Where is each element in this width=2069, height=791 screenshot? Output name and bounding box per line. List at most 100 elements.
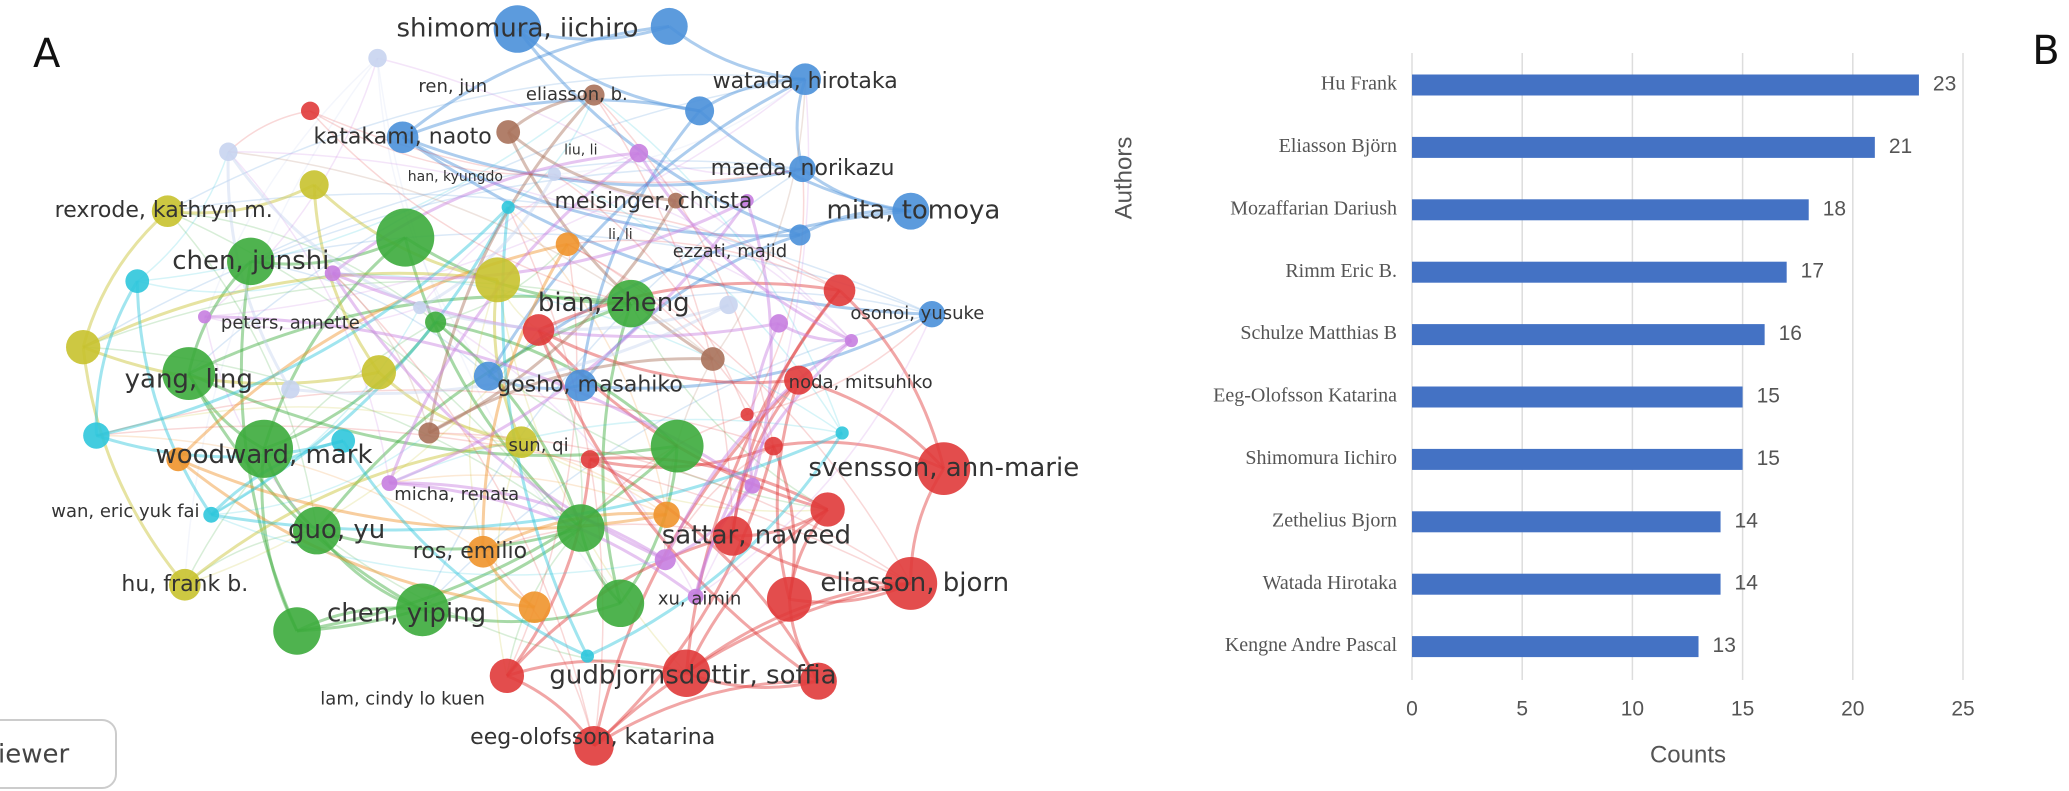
network-edge [227,110,311,153]
network-node [650,419,704,473]
value-label: 18 [1823,197,1846,220]
network-node [844,333,859,348]
network-node [607,279,655,328]
value-label: 15 [1757,447,1780,470]
node-label: gudbjornsdottir, soffia [549,660,836,690]
value-label: 15 [1757,385,1780,408]
network-node [219,142,238,162]
network-edge [389,418,843,484]
x-axis-title: Counts [1650,741,1726,768]
network-nodes [66,5,971,766]
network-edge [427,94,596,434]
network-node [555,232,580,257]
network-edge [664,445,774,561]
network-node [766,576,812,622]
network-node [917,442,971,495]
network-edge [188,372,678,457]
network-edge [188,294,632,375]
button-label[interactable]: iewer [0,740,69,770]
y-tick-label: Eliasson Björn [1279,135,1397,157]
network-edge [567,243,775,447]
network-edge [712,79,806,360]
network-edge [593,94,734,536]
network-node [425,311,447,333]
bar [1412,199,1809,221]
network-edge [377,57,852,342]
network-labels: shimomura, iichiro watada, hirotaka ren, j… [51,14,1079,750]
network-edge [593,679,819,748]
y-tick-label: Eeg-Olofsson Katarina [1213,385,1397,407]
network-node [361,355,396,390]
network-edge [553,173,748,415]
node-label: eeg-olofsson, katarina [470,725,715,750]
network-node [293,506,341,555]
node-label: shimomura, iichiro [396,14,638,44]
network-edge [332,199,748,281]
network-node [580,649,595,663]
network-node [324,265,341,282]
network-edge [250,260,489,377]
network-edge [507,206,668,515]
network-node [719,295,738,315]
x-tick-label: 20 [1841,698,1864,721]
y-tick-label: Kengne Andre Pascal [1225,634,1398,656]
node-label: rexrode, kathryn m. [55,198,273,223]
network-node [381,475,398,492]
network-node [83,422,110,449]
network-edge [402,98,700,139]
bar [1412,511,1721,533]
network-node [687,588,704,605]
network-node [654,549,676,571]
network-edge [507,94,595,208]
network-edge [579,233,801,387]
network-node [667,192,684,209]
network-node [489,658,525,694]
node-label: mita, tomoya [827,196,1001,226]
panel-label: A [33,31,61,77]
network-edge [435,320,679,448]
network-edge [315,302,632,532]
network-edge [167,210,437,323]
network-edge [331,272,666,562]
network-node [331,429,356,453]
network-edge [593,94,775,447]
network-node [162,347,216,400]
network-edge [228,151,714,360]
network-node [281,380,300,399]
network-node [234,419,294,478]
y-axis-title: Authors [1110,137,1137,220]
network-edge [137,94,595,282]
node-label: eliasson, bjorn [820,568,1009,598]
network-node [473,361,503,391]
network-edge [184,57,379,585]
network-edge [428,199,678,435]
network-node [580,450,600,469]
network-edge [731,379,800,537]
node-label: watada, hirotaka [713,69,898,94]
network-edge [187,372,424,612]
network-node [784,365,814,395]
network-edge [434,320,583,529]
network-node [376,208,435,267]
network-edge [516,27,700,113]
network-edge [435,321,828,511]
viewer-button[interactable] [0,719,117,789]
network-edge [567,239,840,292]
network-node [685,96,715,126]
network-node [740,194,754,208]
network-edge [775,379,801,600]
network-edge [554,78,806,175]
network-edge [332,272,430,434]
network-node [653,501,680,528]
bar [1412,636,1699,658]
node-label: han, kyungdo [408,169,503,185]
network-edge [401,135,800,238]
network-edge [210,307,421,516]
node-label: sun, qi [509,435,569,456]
network-edge [419,152,640,309]
network-node [518,591,551,624]
network-edge [136,151,230,282]
network-edge [95,434,344,459]
bar [1412,136,1875,158]
network-edge [419,303,730,331]
